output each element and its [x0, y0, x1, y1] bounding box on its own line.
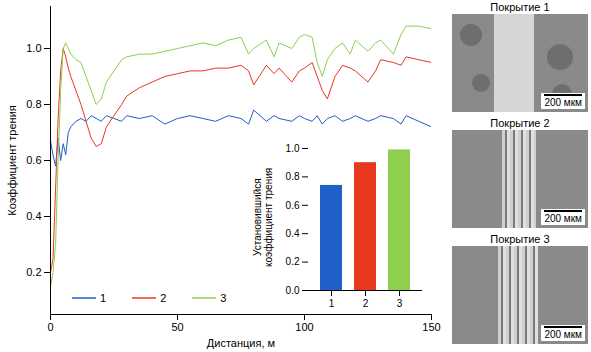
- svg-text:0.8: 0.8: [286, 171, 300, 182]
- svg-text:0.6: 0.6: [286, 200, 300, 211]
- svg-text:1.0: 1.0: [286, 143, 300, 154]
- html-text:Покрытие 2: Покрытие 2: [490, 117, 550, 129]
- html-text:200 мкм: 200 мкм: [544, 213, 582, 224]
- svg-text:0.2: 0.2: [286, 256, 300, 267]
- svg-text:0.0: 0.0: [286, 285, 300, 296]
- svg-text:0.4: 0.4: [26, 210, 41, 222]
- svg-text:150: 150: [422, 321, 440, 333]
- html-text:200 мкм: 200 мкм: [544, 329, 582, 340]
- html-text:1: 1: [100, 292, 107, 304]
- svg-text:1.0: 1.0: [26, 42, 41, 54]
- html-text:200 мкм: 200 мкм: [544, 97, 582, 108]
- svg-text:50: 50: [171, 321, 183, 333]
- svg-text:Коэффициент трения: Коэффициент трения: [6, 105, 18, 216]
- html-text:2: 2: [160, 292, 167, 304]
- svg-text:0: 0: [47, 321, 53, 333]
- svg-text:Дистанция, м: Дистанция, м: [207, 337, 275, 349]
- svg-text:0.4: 0.4: [286, 228, 300, 239]
- html-text:Покрытие 1: Покрытие 1: [490, 1, 550, 13]
- svg-text:2: 2: [363, 298, 369, 309]
- svg-text:1: 1: [329, 298, 335, 309]
- svg-text:3: 3: [397, 298, 403, 309]
- html-text:Установившийся коэффициент тре: Установившийся коэффициент трения: [252, 167, 274, 267]
- svg-text:100: 100: [295, 321, 313, 333]
- html-text:3: 3: [220, 292, 227, 304]
- html-text:Покрытие 3: Покрытие 3: [490, 233, 550, 245]
- svg-text:0.8: 0.8: [26, 98, 41, 110]
- svg-text:0.6: 0.6: [26, 154, 41, 166]
- svg-text:0.2: 0.2: [26, 266, 41, 278]
